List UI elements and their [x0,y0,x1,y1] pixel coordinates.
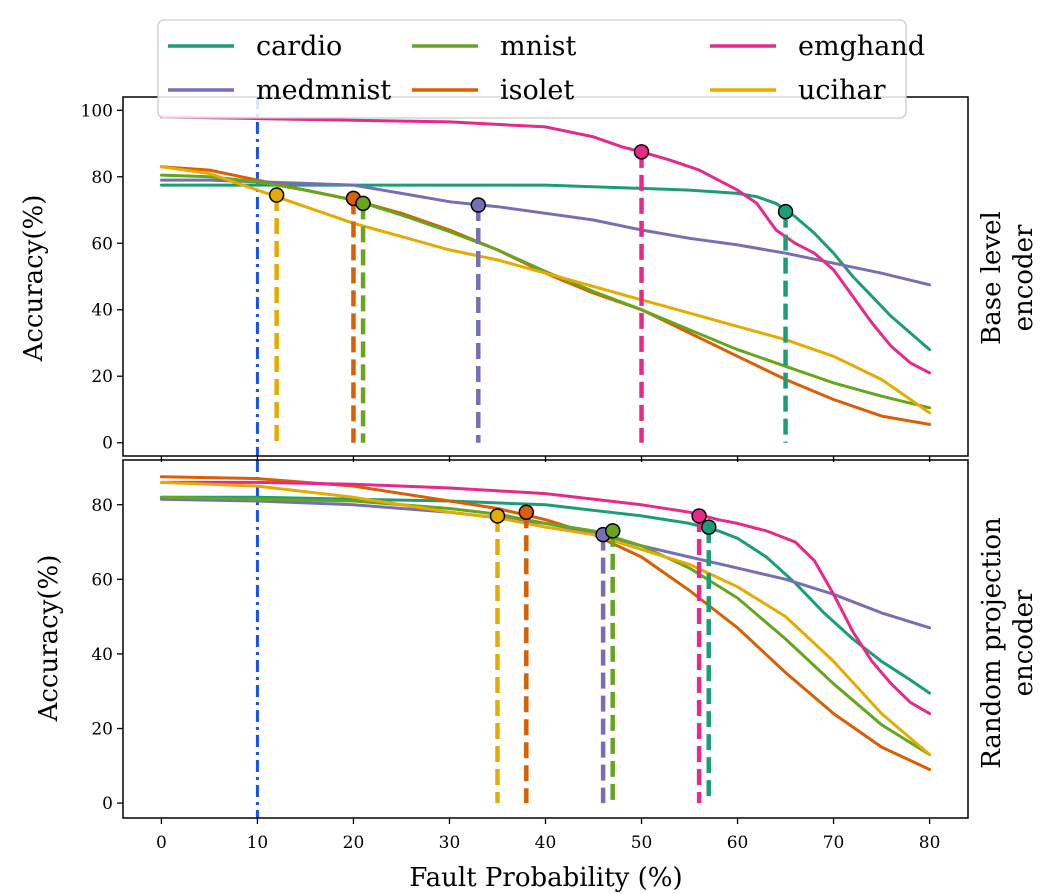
legend-label-emghand: emghand [798,31,925,62]
proj-x-tick-label-60: 60 [727,833,749,853]
base-marker-ucihar [268,187,285,203]
proj-marker-ucihar [489,508,506,524]
proj-x-tick-label-80: 80 [919,833,941,853]
random-projection-plot-area: 0 20 40 60 80 0 10 20 30 40 50 60 70 80 [91,459,969,853]
base-y-tick-label-100: 100 [81,101,113,121]
base-marker-medmnist [470,197,487,213]
proj-line-ucihar [159,480,932,757]
base-y-tick-label-40: 40 [91,301,113,321]
proj-marker-cardio [700,519,717,535]
random-projection-panel: 0 20 40 60 80 0 10 20 30 40 50 60 70 80 Accuracy(%) R… [34,459,1039,853]
base-line-mnist [159,173,932,410]
base-y-tick-label-20: 20 [91,367,113,387]
proj-marker-mnist [604,523,621,539]
proj-axes-frame [122,459,969,819]
base-y-tick-label-0: 0 [102,434,113,454]
legend: cardio medmnist mnist isolet emghand ucihar [157,19,925,119]
random-projection-ylabel: Accuracy(%) [34,555,64,723]
proj-y-tick-label-0: 0 [102,794,113,814]
proj-y-tick-label-20: 20 [91,720,113,740]
base-level-ylabel: Accuracy(%) [19,195,49,363]
proj-marker-isolet [518,504,535,520]
proj-line-cardio [159,495,932,695]
base-line-cardio [159,183,932,352]
x-axis-label: Fault Probability (%) [409,863,682,893]
proj-line-emghand [159,480,932,716]
proj-y-tick-label-40: 40 [91,645,113,665]
proj-x-tick-label-50: 50 [631,833,653,853]
legend-label-isolet: isolet [500,75,574,106]
base-marker-mnist [355,195,371,212]
base-line-emghand [159,115,932,375]
base-level-plot-area: 0 20 40 60 80 100 [81,96,969,462]
proj-x-tick-label-10: 10 [247,833,269,853]
proj-x-tick-label-20: 20 [343,833,365,853]
base-marker-cardio [777,203,794,220]
proj-y-tick-label-60: 60 [91,570,113,590]
proj-x-tick-label-0: 0 [156,833,167,853]
legend-label-cardio: cardio [256,31,342,62]
base-level-panel: 0 20 40 60 80 100 Accuracy(%) Base level enco… [19,96,1039,462]
legend-label-medmnist: medmnist [256,75,391,106]
legend-label-ucihar: ucihar [798,75,886,106]
base-line-medmnist [159,178,932,287]
proj-y-tick-label-80: 80 [91,496,113,516]
random-projection-side-label-line1: Random projection [977,517,1007,769]
legend-label-mnist: mnist [500,31,576,62]
random-projection-side-label-line2: encoder [1009,589,1039,696]
proj-x-tick-label-70: 70 [823,833,845,853]
base-y-tick-label-80: 80 [91,168,113,188]
base-marker-emghand [633,144,650,160]
base-line-ucihar [159,165,932,415]
proj-x-tick-label-40: 40 [535,833,557,853]
base-level-side-label-line2: encoder [1009,224,1039,331]
base-level-side-label-line1: Base level [977,211,1007,345]
proj-marker-emghand [691,508,707,524]
proj-line-isolet [159,475,932,771]
proj-line-mnist [159,495,932,757]
proj-x-tick-label-30: 30 [439,833,461,853]
base-y-tick-label-60: 60 [91,234,113,254]
